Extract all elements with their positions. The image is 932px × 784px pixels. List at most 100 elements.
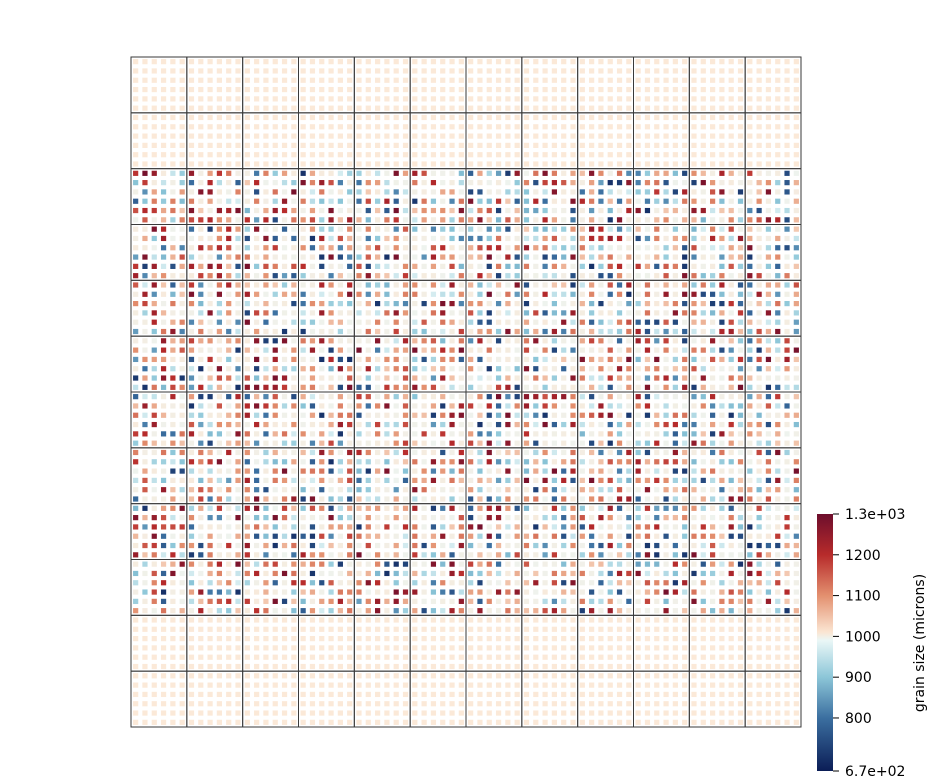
heatmap-cell — [254, 645, 260, 651]
heatmap-cell — [384, 673, 390, 679]
heatmap-cell — [365, 431, 371, 437]
heatmap-cell — [188, 207, 195, 214]
heatmap-cell — [682, 626, 688, 632]
heatmap-cell — [216, 114, 222, 121]
heatmap-cell — [635, 105, 641, 111]
heatmap-cell — [468, 384, 474, 390]
heatmap-cell — [477, 384, 483, 390]
heatmap-cell — [291, 580, 297, 586]
heatmap-cell — [710, 617, 716, 623]
heatmap-cell — [523, 524, 530, 530]
heatmap-cell — [365, 524, 371, 530]
heatmap-cell — [644, 636, 651, 642]
heatmap-cell — [644, 403, 651, 409]
heatmap-cell — [188, 673, 195, 679]
heatmap-cell — [440, 459, 446, 465]
heatmap-cell — [328, 515, 334, 521]
heatmap-cell — [430, 515, 437, 521]
heatmap-cell — [468, 152, 474, 158]
heatmap-cell — [160, 617, 167, 623]
heatmap-cell — [384, 617, 390, 623]
heatmap-cell — [430, 394, 437, 400]
heatmap-cell — [254, 235, 260, 242]
heatmap-cell — [151, 133, 157, 139]
heatmap-cell — [589, 152, 595, 158]
heatmap-cell — [160, 59, 167, 65]
heatmap-cell — [291, 663, 297, 670]
heatmap-cell — [793, 170, 799, 176]
heatmap-cell — [598, 338, 604, 344]
heatmap-cell — [421, 654, 427, 660]
heatmap-cell — [300, 617, 306, 623]
heatmap-cell — [579, 301, 585, 307]
heatmap-cell — [477, 505, 483, 511]
heatmap-cell — [393, 133, 399, 139]
heatmap-cell — [421, 459, 427, 465]
heatmap-cell — [663, 245, 669, 251]
heatmap-cell — [514, 663, 520, 670]
heatmap-cell — [384, 86, 390, 93]
heatmap-cell — [626, 86, 632, 93]
heatmap-cell — [495, 459, 502, 465]
heatmap-cell — [626, 263, 632, 269]
heatmap-cell — [700, 105, 706, 111]
heatmap-cell — [151, 375, 157, 381]
heatmap-cell — [179, 301, 185, 307]
heatmap-cell — [244, 245, 250, 251]
heatmap-cell — [244, 86, 250, 93]
heatmap-cell — [281, 68, 288, 74]
heatmap-cell — [682, 198, 688, 204]
heatmap-cell — [523, 235, 530, 242]
heatmap-cell — [682, 310, 688, 316]
heatmap-cell — [775, 589, 781, 595]
heatmap-cell — [533, 580, 539, 586]
heatmap-cell — [505, 710, 511, 716]
heatmap-cell — [551, 645, 557, 651]
heatmap-cell — [430, 254, 437, 260]
heatmap-cell — [263, 310, 269, 316]
heatmap-cell — [635, 626, 641, 632]
heatmap-cell — [533, 114, 539, 121]
heatmap-cell — [505, 96, 511, 102]
heatmap-cell — [337, 691, 343, 698]
heatmap-cell — [523, 207, 530, 214]
heatmap-cell — [523, 533, 530, 539]
heatmap-cell — [468, 263, 474, 269]
heatmap-cell — [728, 291, 734, 297]
heatmap-cell — [170, 626, 176, 632]
heatmap-cell — [793, 347, 799, 353]
heatmap-cell — [616, 105, 623, 111]
heatmap-cell — [616, 161, 623, 167]
heatmap-cell — [644, 142, 651, 148]
heatmap-cell — [598, 133, 604, 139]
heatmap-cell — [151, 217, 157, 223]
heatmap-cell — [412, 59, 418, 65]
heatmap-cell — [198, 86, 204, 93]
heatmap-cell — [756, 608, 762, 614]
heatmap-cell — [765, 645, 772, 651]
heatmap-cell — [672, 459, 678, 465]
heatmap-cell — [672, 301, 678, 307]
heatmap-cell — [133, 217, 139, 223]
heatmap-cell — [300, 682, 306, 688]
heatmap-cell — [142, 617, 148, 623]
heatmap-cell — [691, 375, 697, 381]
heatmap-cell — [737, 207, 744, 214]
heatmap-cell — [682, 235, 688, 242]
heatmap-cell — [449, 207, 455, 214]
heatmap-cell — [793, 235, 799, 242]
heatmap-cell — [263, 459, 269, 465]
heatmap-cell — [309, 319, 316, 325]
heatmap-cell — [682, 328, 688, 335]
heatmap-cell — [793, 161, 799, 167]
heatmap-cell — [226, 636, 232, 642]
heatmap-cell — [589, 198, 595, 204]
heatmap-cell — [523, 245, 530, 251]
heatmap-cell — [281, 375, 288, 381]
heatmap-cell — [412, 235, 418, 242]
heatmap-cell — [523, 421, 530, 428]
heatmap-cell — [402, 487, 409, 493]
heatmap-cell — [272, 524, 278, 530]
heatmap-cell — [458, 412, 464, 418]
heatmap-cell — [170, 114, 176, 121]
